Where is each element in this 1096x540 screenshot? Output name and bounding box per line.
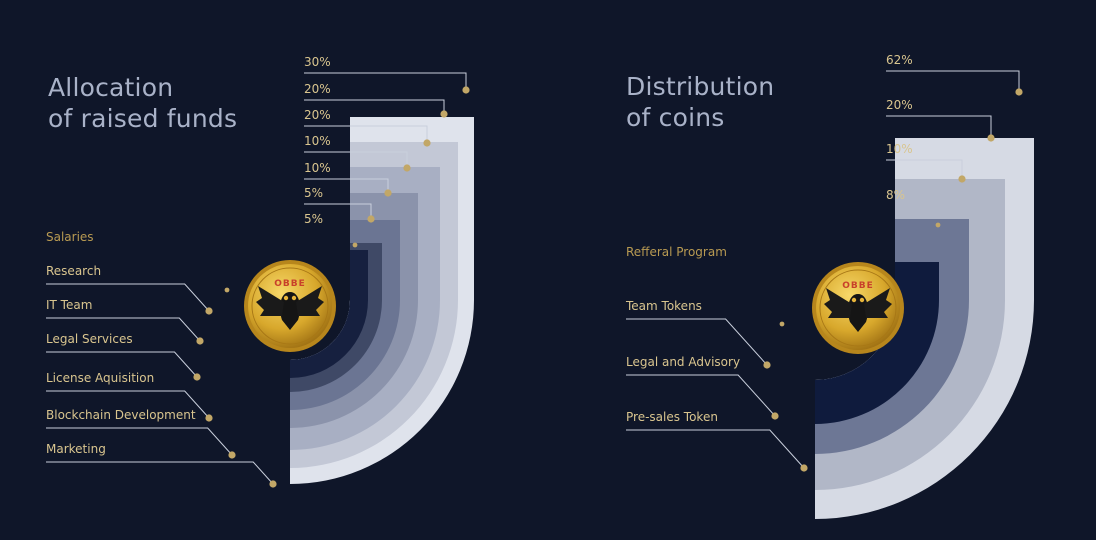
category-label: Marketing bbox=[46, 442, 106, 456]
leader-dot bbox=[987, 134, 995, 142]
leader-line bbox=[46, 317, 201, 342]
leader-dot bbox=[440, 110, 448, 118]
distribution-chart-title: Distribution of coins bbox=[626, 71, 774, 133]
title-line: of raised funds bbox=[48, 104, 238, 133]
leader-line bbox=[304, 151, 408, 168]
leader-dot bbox=[771, 412, 779, 420]
category-label: Legal and Advisory bbox=[626, 355, 740, 369]
title-line: of coins bbox=[626, 103, 725, 132]
category-label: Pre-sales Token bbox=[626, 410, 718, 424]
leader-dot bbox=[763, 361, 771, 369]
leader-line bbox=[46, 283, 210, 312]
leader-line bbox=[304, 99, 445, 114]
leader-line bbox=[46, 351, 198, 378]
owl-wing-left bbox=[824, 288, 852, 318]
value-label: 20% bbox=[886, 98, 913, 112]
leader-line bbox=[46, 390, 210, 419]
leader-dot bbox=[935, 222, 941, 228]
owl-eye-left bbox=[851, 297, 857, 303]
chart-0-slices bbox=[290, 117, 474, 484]
category-label: IT Team bbox=[46, 298, 92, 312]
value-label: 20% bbox=[304, 82, 331, 96]
leader-dot bbox=[384, 189, 392, 197]
coin-logo-text: OBBE bbox=[842, 281, 874, 291]
value-label: 30% bbox=[304, 55, 331, 69]
title-line: Distribution bbox=[626, 72, 775, 101]
leader-dot bbox=[800, 464, 808, 472]
leader-dot bbox=[1015, 88, 1023, 96]
category-label: Blockchain Development bbox=[46, 408, 196, 422]
category-label: Research bbox=[46, 264, 101, 278]
leader-line bbox=[304, 178, 389, 193]
value-label: 20% bbox=[304, 108, 331, 122]
owl-body bbox=[848, 294, 868, 332]
leader-line bbox=[626, 429, 805, 469]
leader-dot bbox=[224, 287, 230, 293]
value-label: 5% bbox=[304, 186, 323, 200]
owl-eye-right bbox=[859, 297, 865, 303]
owl-eye-right bbox=[291, 295, 297, 301]
leader-line bbox=[626, 318, 768, 366]
allocation-chart-title: Allocation of raised funds bbox=[48, 72, 237, 134]
category-label: License Aquisition bbox=[46, 371, 154, 385]
leader-dot bbox=[269, 480, 277, 488]
owl-wing-right bbox=[864, 288, 892, 318]
leader-line bbox=[886, 115, 992, 138]
value-label: 10% bbox=[304, 161, 331, 175]
category-label: Team Tokens bbox=[625, 299, 702, 313]
slice-salaries bbox=[290, 250, 368, 378]
leader-dot bbox=[228, 451, 236, 459]
leader-line bbox=[304, 72, 467, 90]
leader-dot bbox=[958, 175, 966, 183]
category-label: Refferal Program bbox=[626, 245, 727, 259]
leader-dot bbox=[423, 139, 431, 147]
leader-line bbox=[46, 461, 274, 485]
category-label: Salaries bbox=[46, 230, 94, 244]
leader-dot bbox=[205, 307, 213, 315]
leader-dot bbox=[462, 86, 470, 94]
owl-eye-left bbox=[283, 295, 289, 301]
leader-dot bbox=[196, 337, 204, 345]
category-label: Legal Services bbox=[46, 332, 133, 346]
leader-line bbox=[46, 427, 233, 456]
value-label: 10% bbox=[304, 134, 331, 148]
leader-dot bbox=[193, 373, 201, 381]
leader-dot bbox=[403, 164, 411, 172]
leader-line bbox=[304, 203, 372, 219]
leader-dot bbox=[367, 215, 375, 223]
leader-dot bbox=[352, 242, 358, 248]
leader-line bbox=[886, 159, 963, 179]
value-label: 8% bbox=[886, 188, 905, 202]
leader-dot bbox=[205, 414, 213, 422]
leader-line bbox=[886, 70, 1020, 92]
title-line: Allocation bbox=[48, 73, 174, 102]
slice-refferal-program bbox=[815, 262, 939, 424]
owl-coin-icon: OBBE bbox=[244, 260, 336, 352]
value-label: 10% bbox=[886, 142, 913, 156]
leader-line bbox=[626, 374, 776, 417]
owl-body bbox=[280, 292, 300, 330]
owl-coin-icon: OBBE bbox=[812, 262, 904, 354]
value-label: 5% bbox=[304, 212, 323, 226]
owl-wing-right bbox=[296, 286, 324, 316]
value-label: 62% bbox=[886, 53, 913, 67]
owl-wing-left bbox=[256, 286, 284, 316]
leader-dot bbox=[779, 321, 785, 327]
coin-logo-text: OBBE bbox=[274, 279, 306, 289]
coin-inner-ring bbox=[251, 267, 329, 345]
leader-line bbox=[304, 125, 428, 143]
coin-inner-ring bbox=[819, 269, 897, 347]
